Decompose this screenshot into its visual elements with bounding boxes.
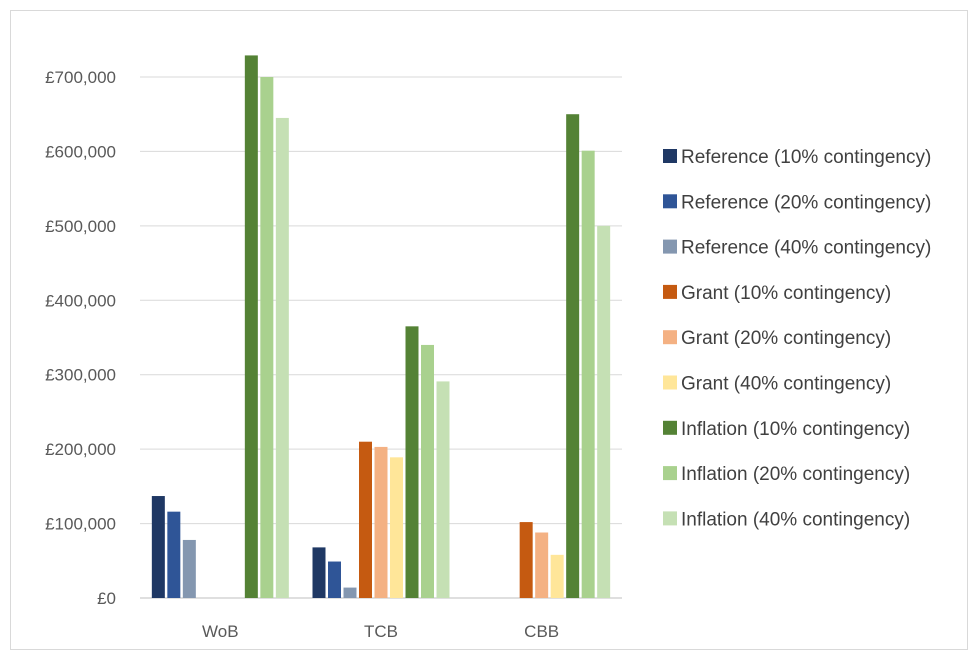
legend-entry: Grant (10% contingency) [681,283,891,304]
x-category-label: CBB [524,622,559,641]
legend-swatch [663,420,677,435]
y-tick-label: £300,000 [45,366,116,385]
legend: Reference (10% contingency) Reference (20… [663,147,931,530]
bar-wob-7 [260,77,274,598]
legend-entry: Reference (40% contingency) [681,238,931,259]
bar-tcb-7 [421,344,434,598]
bar-cbb-7 [581,150,595,599]
legend-entry: Inflation (40% contingency) [681,509,910,530]
legend-swatch [663,466,677,481]
bar-tcb-5 [390,457,403,598]
legend-swatch [663,194,677,209]
y-tick-label: £100,000 [45,515,116,534]
legend-entry: Inflation (10% contingency) [681,419,910,440]
bar-tcb-0 [312,547,326,598]
legend-entry: Grant (40% contingency) [681,374,891,395]
bar-wob-6 [244,55,258,599]
bar-wob-2 [182,539,196,598]
bar-cbb-8 [597,225,611,598]
x-category-label: WoB [202,622,239,641]
bar-wob-1 [167,511,181,598]
bar-tcb-4 [374,446,388,598]
bar-wob-8 [275,117,289,598]
x-category-label: TCB [364,622,398,641]
y-tick-label: £600,000 [45,142,116,161]
legend-entry: Reference (20% contingency) [681,192,931,213]
bar-tcb-3 [359,441,372,598]
legend-swatch [663,330,677,345]
legend-swatch [663,239,677,254]
bar-tcb-2 [343,587,357,598]
legend-swatch [663,284,677,299]
y-tick-label: £700,000 [45,68,116,87]
bar-wob-0 [151,496,165,598]
x-axis: WoB TCB CBB [202,622,559,641]
legend-entry: Reference (10% contingency) [681,147,931,168]
legend-entry: Inflation (20% contingency) [681,464,910,485]
y-tick-label: £200,000 [45,440,116,459]
bar-tcb-1 [328,561,341,598]
bar-cbb-3 [519,522,533,598]
bar-cbb-4 [535,532,549,598]
bars [151,55,611,599]
bar-cbb-6 [566,114,580,598]
y-tick-label: £400,000 [45,291,116,310]
legend-swatch [663,511,677,526]
legend-swatch [663,375,677,390]
y-tick-label: £500,000 [45,217,116,236]
y-axis-ticks: £0 £100,000 £200,000 £300,000 £400,000 £500,0… [45,68,116,608]
y-tick-label: £0 [97,589,116,608]
bar-tcb-6 [405,326,419,598]
bar-tcb-8 [436,381,450,598]
bar-cbb-5 [550,554,564,598]
legend-swatch [663,149,677,163]
legend-entry: Grant (20% contingency) [681,328,891,349]
